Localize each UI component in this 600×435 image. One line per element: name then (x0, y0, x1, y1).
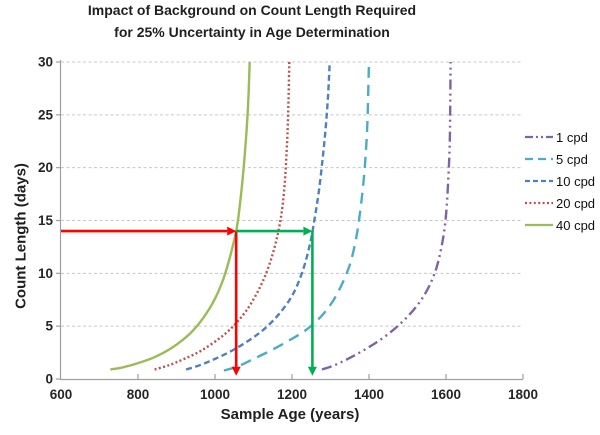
legend-item-label: 5 cpd (556, 151, 588, 167)
legend: 1 cpd 5 cpd 10 cpd 20 cpd 40 cpd (525, 126, 595, 236)
y-tick-label: 10 (38, 266, 53, 281)
series-line-40-cpd (110, 61, 251, 371)
x-tick-label: 1600 (431, 387, 461, 402)
legend-line-sample (525, 179, 553, 183)
legend-item-label: 1 cpd (556, 129, 588, 145)
annotation-arrow-head (307, 366, 317, 376)
legend-item-label: 20 cpd (556, 195, 596, 211)
x-tick-label: 800 (127, 387, 150, 402)
legend-item-5-cpd: 5 cpd (525, 148, 595, 170)
series-line-1-cpd (321, 61, 452, 371)
annotation-arrow-head (227, 226, 237, 236)
legend-item-1-cpd: 1 cpd (525, 126, 595, 148)
x-tick-label: 600 (50, 387, 73, 402)
legend-item-40-cpd: 40 cpd (525, 214, 595, 236)
x-tick-label: 1000 (200, 387, 230, 402)
annotation-arrow-head (303, 226, 313, 236)
y-tick-label: 15 (38, 213, 54, 228)
legend-line-sample (525, 157, 553, 161)
legend-item-label: 40 cpd (556, 217, 596, 233)
y-tick-label: 5 (45, 319, 53, 334)
chart-title-line1: Impact of Background on Count Length Req… (87, 2, 417, 18)
x-tick-label: 1200 (277, 387, 307, 402)
legend-item-label: 10 cpd (556, 173, 596, 189)
y-tick-label: 0 (45, 372, 53, 387)
legend-item-10-cpd: 10 cpd (525, 170, 595, 192)
y-tick-label: 20 (38, 160, 53, 175)
legend-line-sample (525, 201, 553, 205)
chart-title-line2: for 25% Uncertainty in Age Determination (114, 24, 390, 40)
legend-line-sample (525, 135, 553, 139)
y-tick-label: 30 (38, 55, 53, 70)
legend-line-sample (525, 223, 553, 227)
x-tick-label: 1400 (354, 387, 384, 402)
y-tick-label: 25 (38, 107, 54, 122)
legend-item-20-cpd: 20 cpd (525, 192, 595, 214)
x-axis-title: Sample Age (years) (220, 406, 360, 423)
series-line-20-cpd (154, 61, 291, 371)
series-line-10-cpd (185, 61, 331, 371)
annotation-arrow-head (231, 366, 241, 376)
series-line-5-cpd (223, 61, 371, 372)
x-tick-label: 1800 (508, 387, 538, 402)
